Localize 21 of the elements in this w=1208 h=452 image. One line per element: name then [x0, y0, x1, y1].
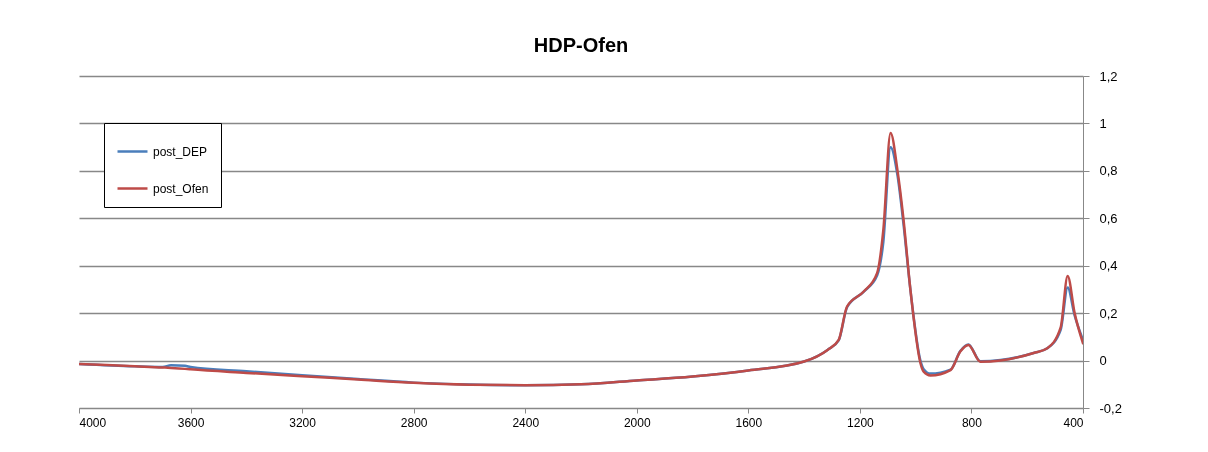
y-tick-label: -0,2	[1099, 400, 1122, 416]
y-tick-label: 1	[1099, 115, 1107, 131]
y-tick-label: 0,2	[1099, 305, 1118, 321]
x-tick-label: 2000	[623, 415, 651, 430]
x-tick-label: 1200	[847, 415, 875, 430]
x-tick-label: 2800	[400, 415, 428, 430]
y-tick-label: 0,4	[1099, 258, 1118, 274]
y-tick-label: 1,2	[1099, 68, 1118, 84]
y-tick-label: 0,6	[1099, 210, 1118, 226]
legend-label: post_Ofen	[153, 181, 209, 196]
chart-title: HDP-Ofen	[533, 34, 629, 56]
x-tick-label: 400	[1063, 415, 1084, 430]
y-tick-label: 0	[1099, 353, 1107, 369]
y-tick-label: 0,8	[1099, 163, 1118, 179]
x-tick-label: 3600	[177, 415, 205, 430]
x-tick-label: 1600	[735, 415, 763, 430]
x-tick-label: 2400	[512, 415, 540, 430]
x-tick-label: 800	[961, 415, 983, 430]
x-tick-label: 3200	[289, 415, 317, 430]
legend-label: post_DEP	[153, 144, 208, 159]
x-tick-label: 4000	[79, 415, 107, 430]
